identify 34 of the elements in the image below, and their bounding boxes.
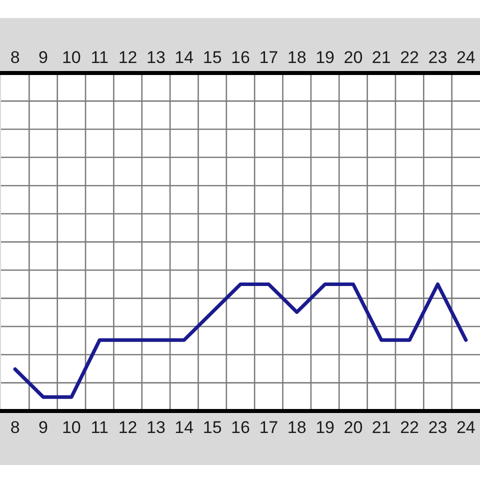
category-label: 17 (259, 418, 278, 437)
x-tick-label: 13 (146, 48, 166, 67)
category-label: 23 (428, 418, 448, 437)
category-label: 18 (287, 418, 306, 437)
category-label: 12 (118, 418, 138, 437)
x-tick-label: 20 (344, 48, 363, 67)
x-tick-label: 22 (400, 48, 420, 67)
category-label: 13 (146, 418, 166, 437)
category-label: 14 (174, 418, 194, 437)
category-label: 10 (62, 418, 81, 437)
x-tick-label: 19 (316, 48, 334, 67)
category-label: 8 (10, 418, 20, 437)
x-tick-label: 24 (456, 48, 476, 67)
category-label: 19 (316, 418, 334, 437)
category-label: 24 (456, 418, 476, 437)
x-tick-label: 15 (202, 48, 222, 67)
x-tick-label: 16 (231, 48, 250, 67)
category-label: 9 (38, 418, 48, 437)
x-tick-label: 17 (259, 48, 278, 67)
category-label: 15 (202, 418, 222, 437)
x-tick-label: 10 (62, 48, 81, 67)
category-label: 20 (344, 418, 363, 437)
x-tick-label: 11 (90, 48, 108, 67)
x-tick-label: 9 (38, 48, 48, 67)
x-tick-label: 21 (372, 48, 391, 67)
x-tick-label: 8 (10, 48, 20, 67)
category-label: 22 (400, 418, 420, 437)
category-label: 21 (372, 418, 391, 437)
x-tick-label: 23 (428, 48, 448, 67)
x-tick-label: 14 (174, 48, 194, 67)
category-label: 16 (231, 418, 250, 437)
x-tick-label: 18 (287, 48, 306, 67)
category-label: 11 (90, 418, 108, 437)
x-tick-label: 12 (118, 48, 138, 67)
